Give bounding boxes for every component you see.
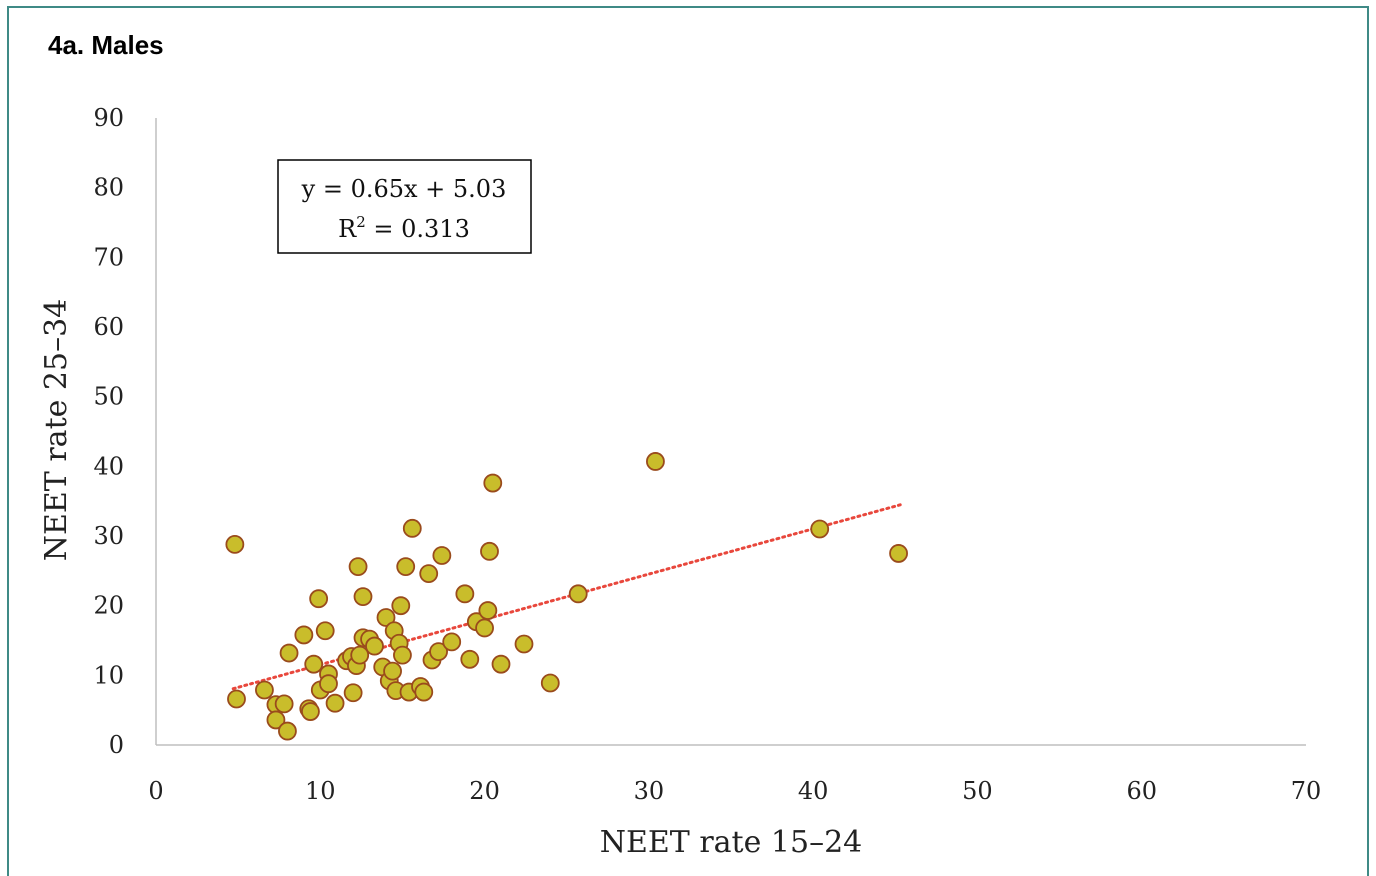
- data-point: [348, 557, 368, 577]
- trend-equation: y = 0.65x + 5.03: [301, 175, 507, 203]
- data-point: [325, 693, 345, 713]
- data-points: [225, 452, 908, 741]
- x-tick-label: 60: [1126, 777, 1157, 805]
- data-point: [540, 673, 560, 693]
- data-point: [294, 625, 314, 645]
- chart-frame: [7, 6, 1369, 876]
- x-tick-label: 20: [469, 777, 500, 805]
- data-point: [568, 584, 588, 604]
- data-point: [315, 621, 335, 641]
- data-point: [460, 649, 480, 669]
- data-point: [266, 710, 286, 730]
- data-point: [319, 674, 338, 694]
- data-point: [810, 519, 830, 539]
- x-axis-label: NEET rate 15–24: [600, 825, 863, 860]
- x-tick-label: 50: [962, 777, 993, 805]
- data-point: [514, 634, 534, 654]
- y-tick-label: 70: [93, 243, 124, 271]
- x-tick-label: 10: [305, 777, 336, 805]
- x-tick-label: 40: [798, 777, 829, 805]
- data-point: [279, 643, 299, 663]
- y-tick-labels: 0 10 20 30 40 50 60 70 80 90: [93, 104, 124, 759]
- data-point: [455, 584, 475, 604]
- data-point: [304, 654, 324, 674]
- data-point: [475, 618, 494, 638]
- data-point: [480, 541, 499, 561]
- data-point: [396, 557, 416, 577]
- r-squared: R2 = 0.313: [338, 213, 470, 243]
- data-point: [483, 473, 503, 493]
- data-point: [301, 702, 320, 721]
- data-point: [429, 642, 448, 662]
- data-point: [646, 452, 665, 471]
- y-tick-label: 30: [93, 522, 124, 550]
- data-point: [889, 544, 908, 563]
- x-tick-label: 70: [1291, 777, 1322, 805]
- data-point: [491, 654, 511, 674]
- data-point: [478, 601, 498, 620]
- data-point: [255, 680, 274, 700]
- equation-box-border: [277, 159, 532, 254]
- data-point: [278, 721, 297, 741]
- x-tick-label: 30: [634, 777, 665, 805]
- data-point: [350, 645, 370, 665]
- data-point: [225, 534, 245, 554]
- x-tick-label: 0: [148, 777, 163, 805]
- axes: [155, 118, 1306, 746]
- data-point: [393, 645, 412, 665]
- data-point: [432, 546, 452, 565]
- data-point: [274, 694, 294, 714]
- equation-box: y = 0.65x + 5.03 R2 = 0.313: [277, 159, 532, 254]
- x-tick-labels: 0 10 20 30 40 50 60 70: [148, 777, 1321, 805]
- data-point: [419, 564, 439, 584]
- data-point: [383, 661, 402, 681]
- data-point: [391, 596, 411, 616]
- panel-title: 4a. Males: [48, 30, 164, 60]
- data-point: [414, 682, 434, 702]
- trendline: [231, 503, 902, 691]
- y-tick-label: 40: [93, 452, 124, 480]
- data-point: [343, 683, 363, 703]
- y-axis-label: NEET rate 25–34: [39, 299, 74, 562]
- data-point: [353, 587, 373, 607]
- y-tick-label: 60: [93, 313, 124, 341]
- data-point: [227, 689, 246, 709]
- y-tick-label: 80: [93, 174, 124, 202]
- y-tick-label: 0: [109, 731, 124, 759]
- y-tick-label: 20: [93, 592, 124, 620]
- y-tick-label: 10: [93, 661, 124, 689]
- data-point: [309, 589, 329, 609]
- data-point: [402, 518, 422, 538]
- data-point: [442, 632, 462, 652]
- y-tick-label: 50: [93, 383, 124, 411]
- y-tick-label: 90: [93, 104, 124, 132]
- data-point: [376, 608, 396, 627]
- data-point: [365, 636, 384, 656]
